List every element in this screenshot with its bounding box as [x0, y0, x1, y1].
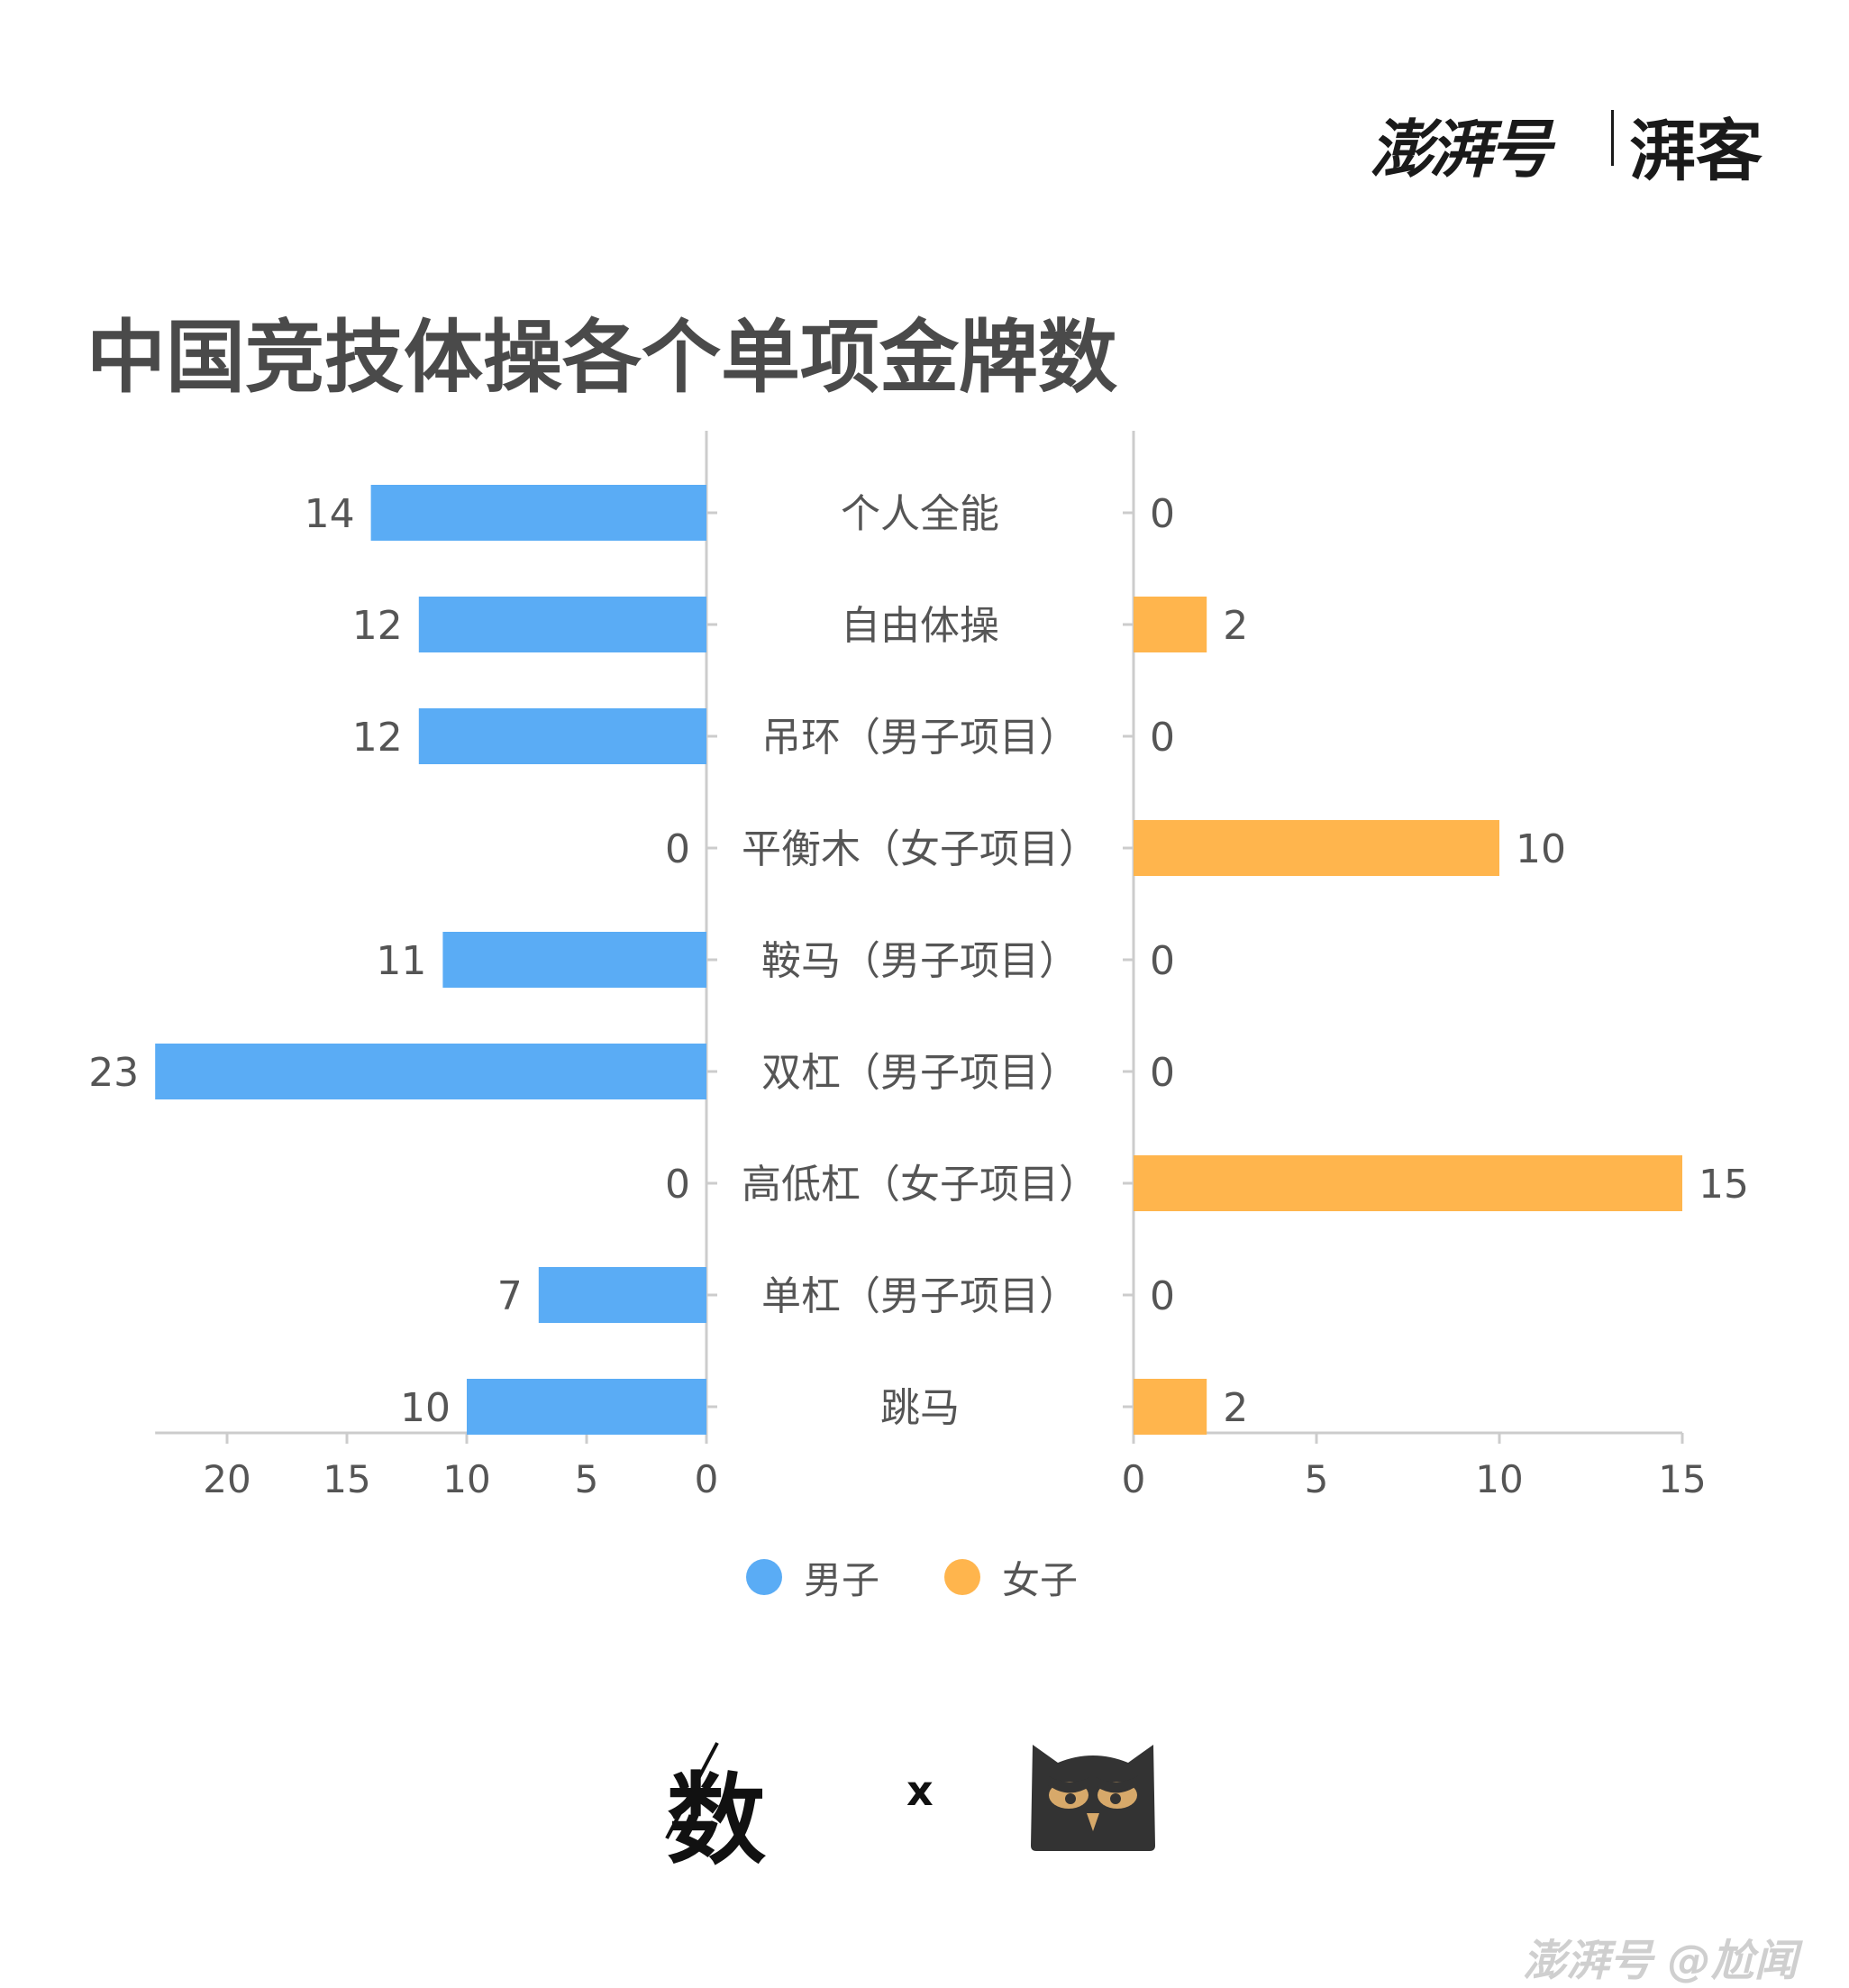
data-label-female: 2 [1223, 603, 1248, 649]
footer-logo-slash [665, 1742, 719, 1839]
legend-marker-male [746, 1559, 782, 1595]
category-label: 双杠（男子项目） [761, 1050, 1079, 1096]
data-label-male: 10 [400, 1385, 451, 1431]
brand-logo: 澎湃号 [1370, 113, 1552, 187]
bar-male [155, 1044, 706, 1099]
data-label-female: 10 [1516, 826, 1566, 872]
legend-label-male: 男子 [804, 1557, 880, 1602]
right-x-tick-label: 15 [1658, 1457, 1706, 1501]
category-label: 个人全能 [841, 491, 999, 537]
right-x-tick-label: 10 [1475, 1457, 1523, 1501]
data-label-female: 0 [1150, 1273, 1175, 1319]
bar-female [1134, 820, 1499, 876]
data-label-female: 2 [1223, 1385, 1248, 1431]
footer-separator: x [906, 1766, 934, 1815]
data-label-male: 11 [376, 938, 426, 984]
legend-item-male: 男子 [746, 1548, 879, 1606]
bar-male [467, 1379, 706, 1435]
data-label-male: 12 [352, 715, 403, 761]
right-x-tick-label: 5 [1305, 1457, 1329, 1501]
bar-male [442, 932, 706, 988]
category-label: 跳马 [880, 1385, 960, 1431]
category-label: 单杠（男子项目） [761, 1273, 1079, 1319]
brand-divider [1611, 110, 1614, 166]
bar-male [418, 708, 706, 764]
brand-partner: 湃客 [1629, 113, 1762, 190]
footer-logo: 数 [667, 1762, 766, 1878]
bar-female [1134, 597, 1207, 652]
category-label: 平衡木（女子项目） [742, 826, 1098, 872]
bar-male [538, 1267, 706, 1323]
watermark: 澎湃号 @尬闻 [1523, 1936, 1798, 1986]
data-label-female: 0 [1150, 715, 1175, 761]
chart-title: 中国竞技体操各个单项金牌数 [87, 311, 1118, 404]
bar-male [370, 485, 706, 541]
data-label-male: 12 [352, 603, 403, 649]
data-label-male: 0 [665, 1162, 690, 1208]
legend-marker-female [944, 1559, 980, 1595]
legend-item-female: 女子 [944, 1548, 1078, 1606]
category-label: 自由体操 [841, 603, 999, 649]
data-label-female: 0 [1150, 938, 1175, 984]
data-label-male: 0 [665, 826, 690, 872]
owl-icon [1031, 1745, 1155, 1851]
bar-male [418, 597, 706, 652]
left-x-tick-label: 10 [442, 1457, 490, 1501]
legend-label-female: 女子 [1002, 1557, 1079, 1602]
left-x-tick-label: 0 [695, 1457, 719, 1501]
left-x-tick-label: 20 [203, 1457, 250, 1501]
data-label-male: 23 [88, 1050, 139, 1096]
category-label: 鞍马（男子项目） [761, 938, 1079, 984]
bar-female [1134, 1379, 1207, 1435]
left-x-tick-label: 5 [575, 1457, 599, 1501]
category-label: 吊环（男子项目） [761, 715, 1079, 761]
data-label-male: 7 [497, 1273, 523, 1319]
data-label-female: 15 [1699, 1162, 1749, 1208]
data-label-male: 14 [305, 491, 355, 537]
data-label-female: 0 [1150, 1050, 1175, 1096]
left-x-tick-label: 15 [323, 1457, 370, 1501]
bar-female [1134, 1155, 1682, 1211]
category-label: 高低杠（女子项目） [742, 1162, 1098, 1208]
right-x-tick-label: 0 [1122, 1457, 1146, 1501]
data-label-female: 0 [1150, 491, 1175, 537]
